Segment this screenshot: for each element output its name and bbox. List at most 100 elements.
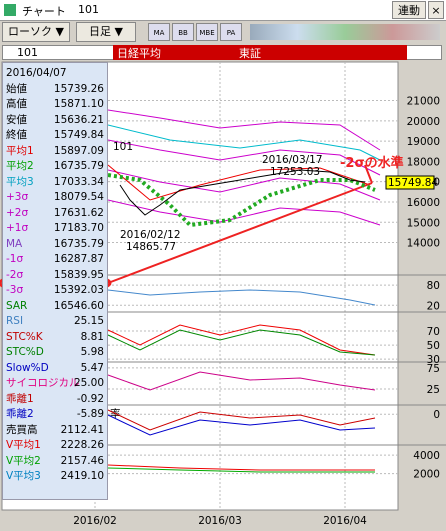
y-tick-label: 80 bbox=[427, 280, 440, 292]
info-row: 平均3 17033.34 bbox=[6, 175, 104, 190]
y-tick-label: 16000 bbox=[407, 197, 440, 209]
y-tick-label: 20000 bbox=[407, 116, 440, 128]
symbol-market: 東証 bbox=[235, 45, 407, 60]
annotation: 101 bbox=[113, 141, 133, 153]
info-row: 高値 15871.10 bbox=[6, 97, 104, 112]
link-button[interactable]: 連動 bbox=[392, 1, 426, 19]
info-value: 18079.54 bbox=[53, 191, 104, 203]
info-label: +2σ bbox=[6, 206, 29, 219]
info-row: +1σ 17183.70 bbox=[6, 221, 104, 236]
info-label: 乖離2 bbox=[6, 408, 34, 420]
info-row: 売買高 2112.41 bbox=[6, 423, 104, 438]
last-price-box bbox=[385, 175, 435, 190]
info-row: 安値 15636.21 bbox=[6, 113, 104, 128]
info-value: 8.81 bbox=[80, 330, 104, 343]
info-value: 15749.84 bbox=[53, 129, 104, 141]
app-icon bbox=[4, 4, 16, 16]
info-value: 5.98 bbox=[80, 346, 104, 358]
info-row: STC%K 8.81 bbox=[6, 330, 104, 345]
info-label: STC%D bbox=[6, 346, 44, 358]
info-value: 17631.62 bbox=[53, 206, 104, 219]
close-button[interactable]: × bbox=[428, 1, 444, 19]
info-label: 乖離1 bbox=[6, 392, 34, 405]
last-price: 15749.84 bbox=[388, 177, 438, 189]
info-row: +2σ 17631.62 bbox=[6, 206, 104, 221]
info-row: 平均1 15897.09 bbox=[6, 144, 104, 159]
info-label: 平均2 bbox=[6, 160, 34, 172]
info-value: 25.00 bbox=[73, 377, 104, 389]
info-row: V平均1 2228.26 bbox=[6, 438, 104, 453]
info-row: STC%D 5.98 bbox=[6, 345, 104, 360]
y-tick-label: 70 bbox=[427, 326, 440, 338]
candles bbox=[119, 169, 366, 216]
info-row: 始値 15739.26 bbox=[6, 82, 104, 97]
info-row: サイコロジカル 25.00 bbox=[6, 376, 104, 391]
info-value: -5.89 bbox=[76, 408, 104, 420]
title-bar: チャート 101 連動 × bbox=[0, 0, 446, 21]
info-label: 始値 bbox=[6, 82, 27, 95]
info-label: サイコロジカル bbox=[6, 377, 80, 389]
info-row: MA 16735.79 bbox=[6, 237, 104, 252]
y-tick-label: 75 bbox=[427, 363, 440, 375]
info-value: 16546.60 bbox=[53, 299, 104, 312]
info-row: V平均3 2419.10 bbox=[6, 469, 104, 484]
info-label: 平均3 bbox=[6, 175, 34, 188]
y-tick-label: 30 bbox=[427, 354, 440, 366]
info-label: -2σ bbox=[6, 268, 24, 281]
info-row: SAR 16546.60 bbox=[6, 299, 104, 314]
info-value: 15897.09 bbox=[53, 144, 104, 157]
info-label: 高値 bbox=[6, 98, 27, 110]
x-tick-label: 2016/02 bbox=[73, 515, 117, 527]
y-tick-label: 0 bbox=[433, 409, 440, 421]
symbol-name: 日経平均 bbox=[113, 45, 237, 60]
annotation: 17253.03 bbox=[270, 166, 320, 178]
toolbar-icons: MA BB MBE PA bbox=[148, 23, 242, 41]
info-value: 25.15 bbox=[73, 315, 104, 327]
tool-icons bbox=[250, 24, 440, 40]
info-value: 15871.10 bbox=[53, 98, 104, 110]
annotation: 2016/02/12 bbox=[120, 229, 181, 241]
info-value: 15839.95 bbox=[53, 268, 104, 281]
info-label: +3σ bbox=[6, 191, 29, 203]
sar-dots bbox=[107, 173, 376, 228]
info-row: Slow%D 5.47 bbox=[6, 361, 104, 376]
toolbar-icon[interactable]: MBE bbox=[196, 23, 218, 41]
y-tick-label: 14000 bbox=[407, 238, 440, 250]
info-row: -2σ 15839.95 bbox=[6, 268, 104, 283]
info-row: V平均2 2157.46 bbox=[6, 454, 104, 469]
info-value: 15739.26 bbox=[53, 82, 104, 95]
y-tick-label: 20 bbox=[427, 300, 440, 312]
info-value: 5.47 bbox=[80, 361, 104, 374]
info-label: V平均3 bbox=[6, 470, 41, 482]
info-label: 平均1 bbox=[6, 144, 34, 157]
period-select[interactable]: 日足 ▼ bbox=[76, 22, 136, 42]
info-row: 乖離2 -5.89 bbox=[6, 407, 104, 422]
info-date: 2016/04/07 bbox=[6, 67, 67, 79]
info-label: 安値 bbox=[6, 113, 27, 126]
info-value: 16287.87 bbox=[53, 253, 104, 265]
indicator-lines bbox=[107, 289, 376, 473]
y-tick-label: 21000 bbox=[407, 96, 440, 108]
x-tick-label: 2016/04 bbox=[323, 515, 367, 527]
info-value: 2228.26 bbox=[60, 439, 104, 451]
info-value: 2419.10 bbox=[60, 470, 104, 482]
annotation: 2016/03/17 bbox=[262, 154, 323, 166]
symbol-bar: 101 日経平均 東証 bbox=[2, 45, 442, 60]
info-label: MA bbox=[6, 237, 23, 250]
info-value: 17183.70 bbox=[53, 222, 104, 234]
info-row: RSI 25.15 bbox=[6, 314, 104, 329]
info-label: +1σ bbox=[6, 222, 29, 234]
x-tick-label: 2016/03 bbox=[198, 515, 242, 527]
annotation: 14865.77 bbox=[126, 241, 176, 253]
y-tick-label: 18000 bbox=[407, 156, 440, 168]
chart-type-select[interactable]: ローソク ▼ bbox=[2, 22, 70, 42]
info-label: -3σ bbox=[6, 284, 24, 296]
info-label: 売買高 bbox=[6, 423, 38, 436]
toolbar-icon[interactable]: BB bbox=[172, 23, 194, 41]
toolbar-icon[interactable]: MA bbox=[148, 23, 170, 41]
y-tick-label: 2000 bbox=[413, 469, 440, 481]
toolbar-icon[interactable]: PA bbox=[220, 23, 242, 41]
window-code: 101 bbox=[78, 3, 99, 16]
window-title: チャート bbox=[22, 5, 66, 18]
